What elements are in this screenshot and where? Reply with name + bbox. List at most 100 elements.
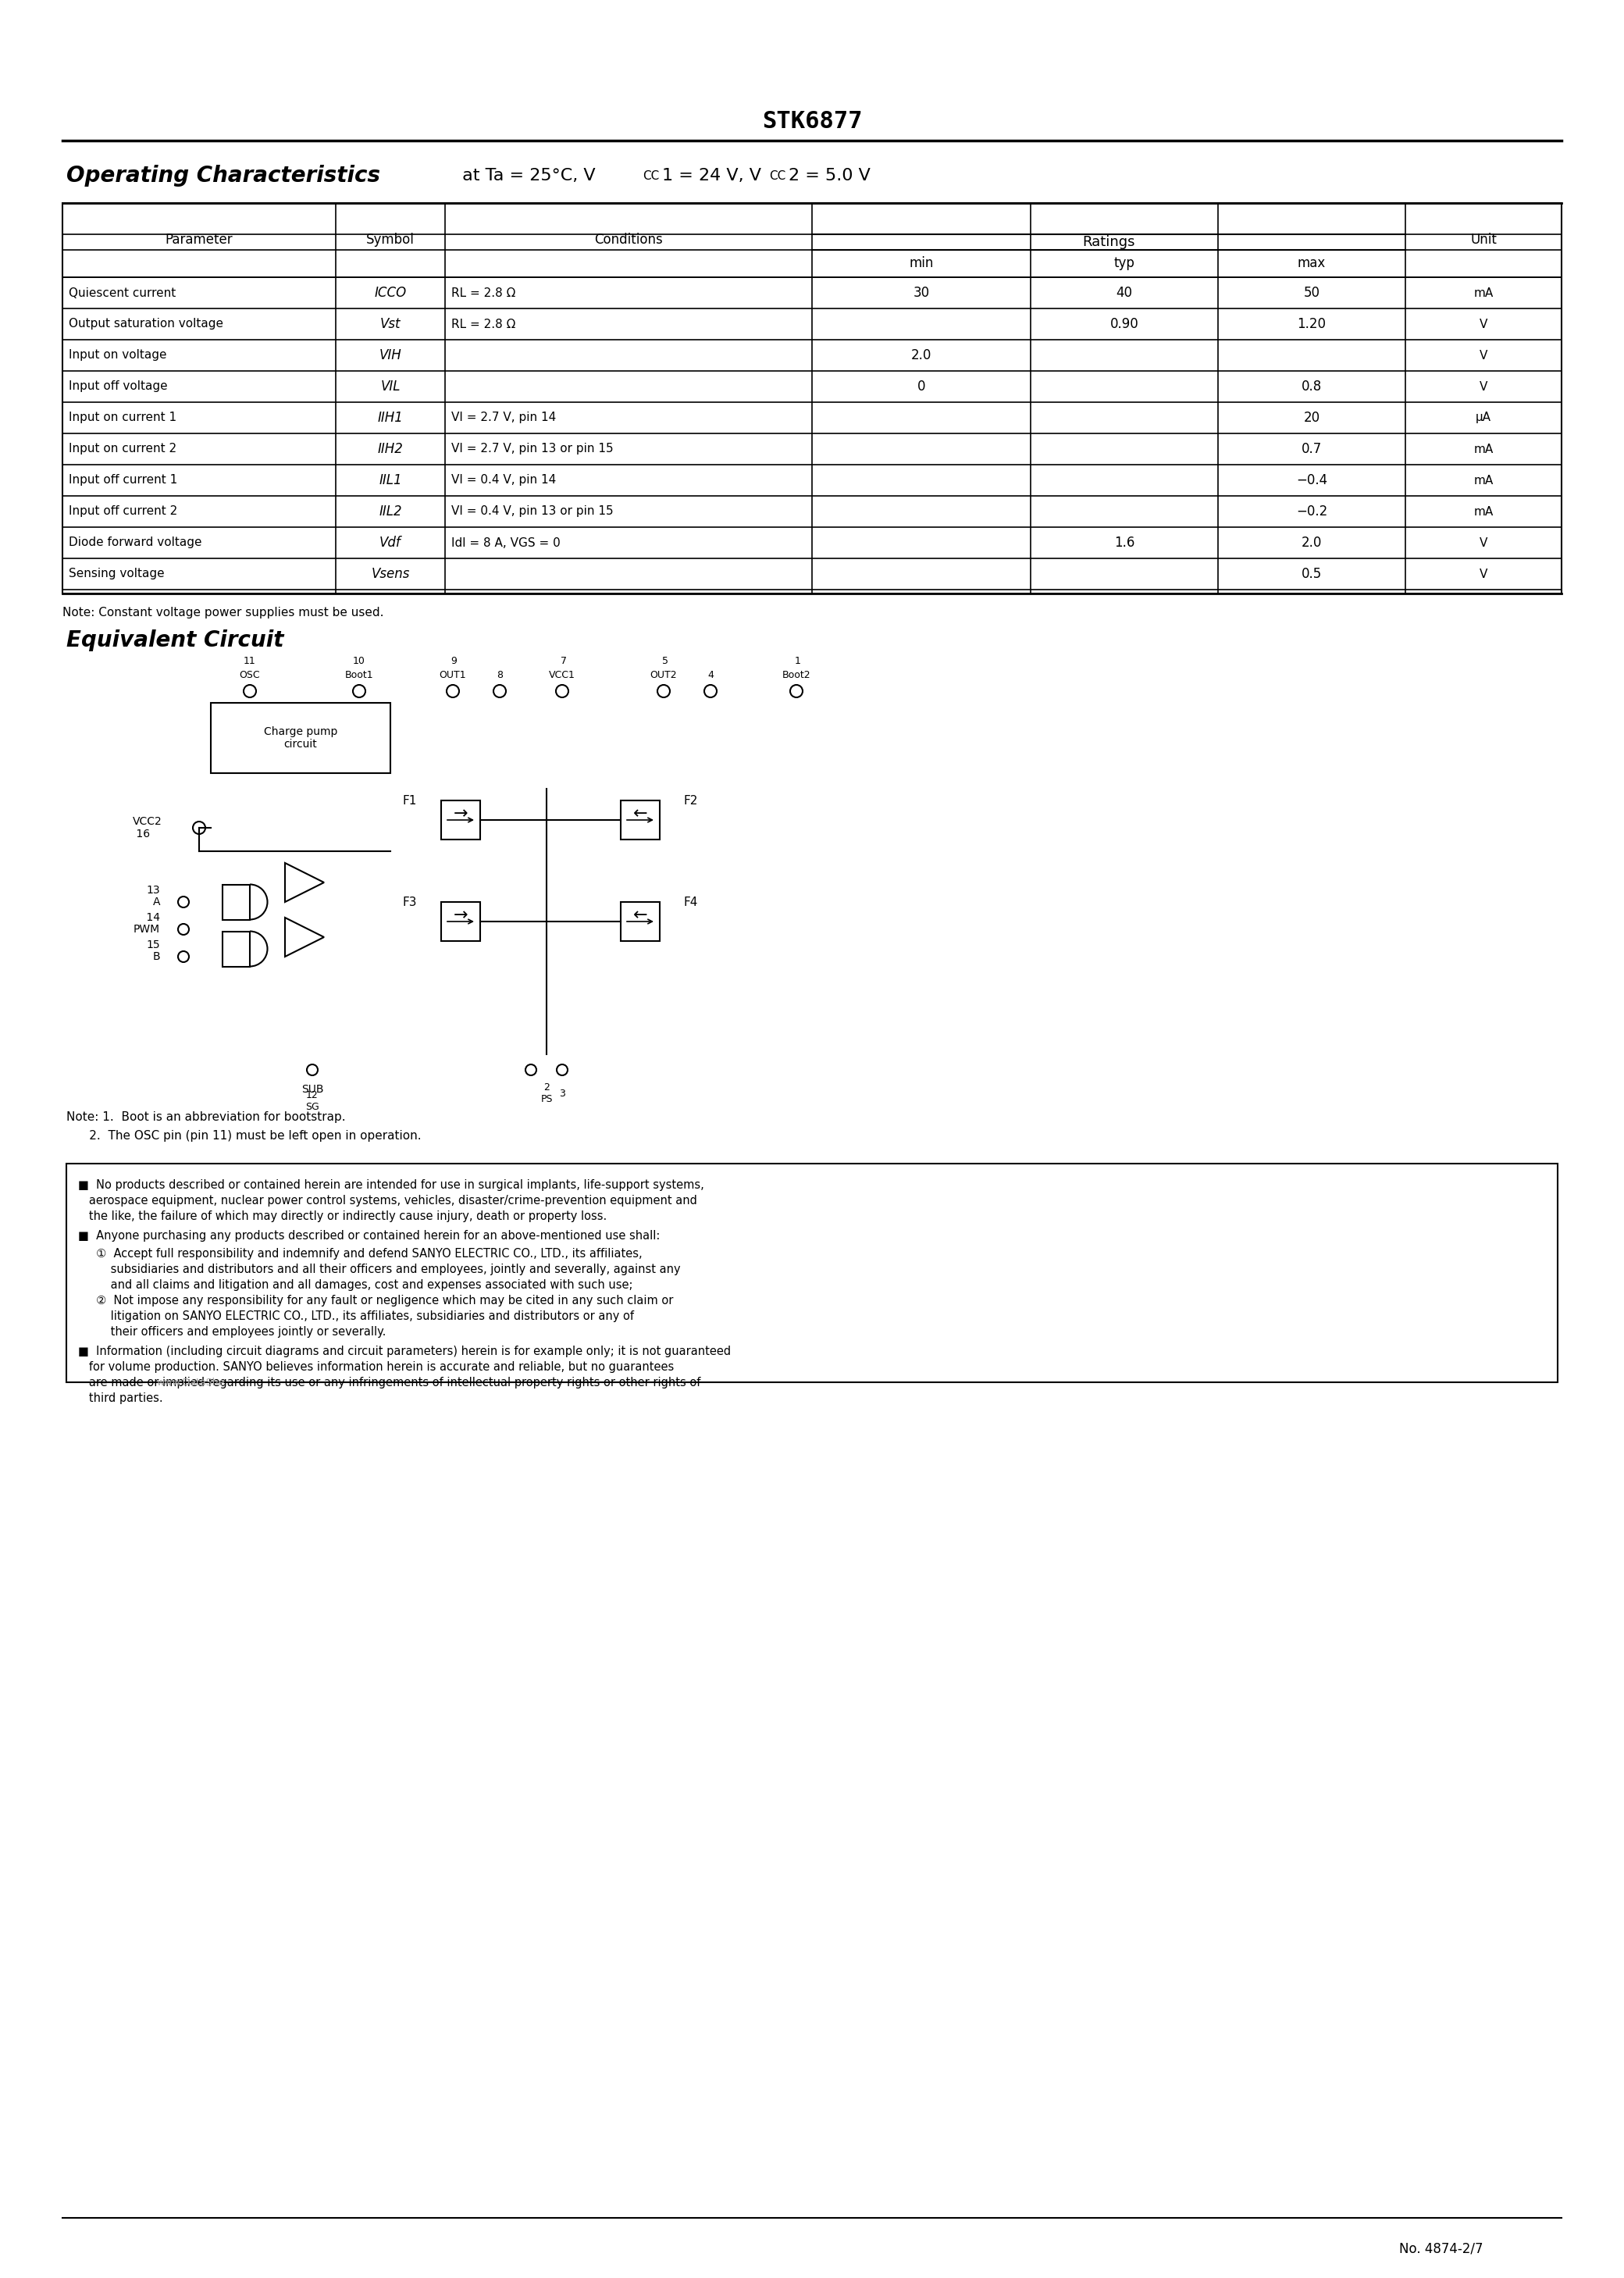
Text: VI = 2.7 V, pin 14: VI = 2.7 V, pin 14 <box>451 412 555 424</box>
Text: Operating Characteristics: Operating Characteristics <box>67 164 380 187</box>
Text: Conditions: Conditions <box>594 232 663 248</box>
Text: max: max <box>1298 255 1325 271</box>
Text: 13: 13 <box>146 884 161 895</box>
Text: Vdf: Vdf <box>380 535 401 549</box>
Text: ■  Anyone purchasing any products described or contained herein for an above-men: ■ Anyone purchasing any products describ… <box>78 1230 659 1242</box>
Text: 0.7: 0.7 <box>1301 442 1322 456</box>
Text: mA: mA <box>1473 506 1494 517</box>
Text: VCC2
 16: VCC2 16 <box>133 816 162 841</box>
Text: −0.4: −0.4 <box>1296 474 1327 487</box>
Text: F1: F1 <box>403 795 417 806</box>
Text: 2.0: 2.0 <box>911 349 932 362</box>
Text: VIL: VIL <box>380 380 401 394</box>
Text: V: V <box>1479 349 1488 362</box>
Text: 0.8: 0.8 <box>1301 380 1322 394</box>
Text: 2.0: 2.0 <box>1301 535 1322 549</box>
Text: www.DataShe: www.DataShe <box>156 1378 224 1387</box>
Text: Input off current 2: Input off current 2 <box>68 506 177 517</box>
Text: VI = 0.4 V, pin 14: VI = 0.4 V, pin 14 <box>451 474 555 485</box>
Text: IIL1: IIL1 <box>378 474 403 487</box>
Text: Ratings: Ratings <box>1082 235 1135 248</box>
Text: B: B <box>153 952 161 961</box>
Text: ■  No products described or contained herein are intended for use in surgical im: ■ No products described or contained her… <box>78 1180 705 1191</box>
Text: OUT1: OUT1 <box>440 670 466 681</box>
Text: 10: 10 <box>352 656 365 667</box>
Text: μA: μA <box>1476 412 1491 424</box>
Text: Input on voltage: Input on voltage <box>68 349 167 362</box>
Text: 0: 0 <box>918 380 926 394</box>
Text: Sensing voltage: Sensing voltage <box>68 567 164 581</box>
Text: V: V <box>1479 538 1488 549</box>
Text: 50: 50 <box>1304 285 1320 301</box>
Text: 1.6: 1.6 <box>1114 535 1135 549</box>
Text: OUT2: OUT2 <box>650 670 677 681</box>
Text: 8: 8 <box>497 670 503 681</box>
Text: 12
SG: 12 SG <box>305 1091 320 1112</box>
Text: mA: mA <box>1473 444 1494 456</box>
Text: for volume production. SANYO believes information herein is accurate and reliabl: for volume production. SANYO believes in… <box>78 1362 674 1374</box>
Text: →: → <box>453 907 468 923</box>
Text: Charge pump
circuit: Charge pump circuit <box>263 727 338 749</box>
Bar <box>442 902 481 941</box>
Text: Output saturation voltage: Output saturation voltage <box>68 319 224 330</box>
Text: 1: 1 <box>793 656 801 667</box>
Text: at Ta = 25°C, V: at Ta = 25°C, V <box>456 169 596 185</box>
Bar <box>620 902 659 941</box>
Text: Symbol: Symbol <box>367 232 414 248</box>
Text: RL = 2.8 Ω: RL = 2.8 Ω <box>451 319 515 330</box>
Bar <box>442 800 481 841</box>
Text: 0.90: 0.90 <box>1109 317 1138 330</box>
Text: 11: 11 <box>244 656 257 667</box>
Text: A: A <box>153 898 161 907</box>
Text: →: → <box>453 806 468 822</box>
Text: V: V <box>1479 380 1488 392</box>
Text: Input on current 2: Input on current 2 <box>68 444 177 456</box>
Text: F2: F2 <box>684 795 698 806</box>
Text: RL = 2.8 Ω: RL = 2.8 Ω <box>451 287 515 298</box>
Text: VCC1: VCC1 <box>549 670 575 681</box>
Text: Boot1: Boot1 <box>344 670 374 681</box>
Bar <box>620 800 659 841</box>
Text: CC: CC <box>770 171 786 182</box>
Text: VI = 0.4 V, pin 13 or pin 15: VI = 0.4 V, pin 13 or pin 15 <box>451 506 614 517</box>
Text: 3: 3 <box>559 1089 565 1098</box>
Text: ←: ← <box>633 806 648 822</box>
Text: 0.5: 0.5 <box>1301 567 1322 581</box>
Text: 1 = 24 V, V: 1 = 24 V, V <box>663 169 762 185</box>
Text: Boot2: Boot2 <box>783 670 810 681</box>
Text: CC: CC <box>643 171 659 182</box>
Text: min: min <box>909 255 934 271</box>
Text: SUB: SUB <box>300 1084 323 1096</box>
Text: their officers and employees jointly or severally.: their officers and employees jointly or … <box>78 1326 387 1337</box>
Text: IIH2: IIH2 <box>377 442 403 456</box>
Text: 20: 20 <box>1304 410 1320 424</box>
Text: 7: 7 <box>557 656 567 667</box>
Text: −0.2: −0.2 <box>1296 503 1327 519</box>
Text: the like, the failure of which may directly or indirectly cause injury, death or: the like, the failure of which may direc… <box>78 1210 607 1223</box>
Text: V: V <box>1479 567 1488 581</box>
Bar <box>222 884 250 920</box>
Text: 2 = 5.0 V: 2 = 5.0 V <box>789 169 870 185</box>
Text: 2
PS: 2 PS <box>541 1082 552 1105</box>
FancyBboxPatch shape <box>211 704 390 772</box>
Bar <box>62 203 1562 595</box>
Text: 5: 5 <box>659 656 669 667</box>
Text: Quiescent current: Quiescent current <box>68 287 175 298</box>
Text: Note: 1.  Boot is an abbreviation for bootstrap.: Note: 1. Boot is an abbreviation for boo… <box>67 1112 346 1123</box>
Text: aerospace equipment, nuclear power control systems, vehicles, disaster/crime-pre: aerospace equipment, nuclear power contr… <box>78 1196 697 1207</box>
Text: and all claims and litigation and all damages, cost and expenses associated with: and all claims and litigation and all da… <box>78 1280 633 1292</box>
Text: Diode forward voltage: Diode forward voltage <box>68 538 201 549</box>
Text: 15: 15 <box>146 939 161 950</box>
Text: subsidiaries and distributors and all their officers and employees, jointly and : subsidiaries and distributors and all th… <box>78 1264 680 1276</box>
Text: STK6877: STK6877 <box>762 109 862 132</box>
Text: Parameter: Parameter <box>166 232 232 248</box>
Text: litigation on SANYO ELECTRIC CO., LTD., its affiliates, subsidiaries and distrib: litigation on SANYO ELECTRIC CO., LTD., … <box>78 1310 633 1321</box>
Text: Equivalent Circuit: Equivalent Circuit <box>67 629 284 652</box>
Text: V: V <box>1479 319 1488 330</box>
Text: IIH1: IIH1 <box>377 410 403 424</box>
Text: IIL2: IIL2 <box>378 503 403 519</box>
Text: Vsens: Vsens <box>372 567 409 581</box>
Bar <box>222 932 250 966</box>
Text: Input off current 1: Input off current 1 <box>68 474 177 485</box>
Text: ■  Information (including circuit diagrams and circuit parameters) herein is for: ■ Information (including circuit diagram… <box>78 1346 731 1358</box>
